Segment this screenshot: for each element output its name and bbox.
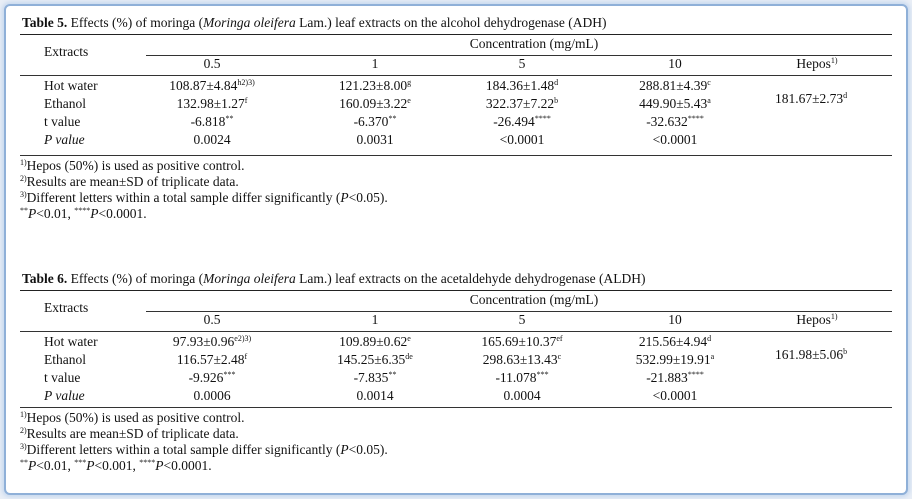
table-cell: <0.0001 <box>652 388 698 403</box>
concentration-header: Concentration (mg/mL) <box>469 292 599 307</box>
table-cell: 108.87±4.84h2)3) <box>169 78 255 93</box>
conc-header-2: 5 <box>518 312 526 327</box>
table-cell: 0.0004 <box>503 388 541 403</box>
table-caption: Table 6. Effects (%) of moringa (Moringa… <box>22 271 646 286</box>
table-cell: 145.25±6.35de <box>337 352 413 367</box>
table-row: t value -9.926*** -7.835** -11.078*** -21.88… <box>20 369 892 387</box>
note-1: 1)Hepos (50%) is used as positive contro… <box>20 410 245 425</box>
table-row: Ethanol 116.57±2.48f 145.25±6.35de 298.63±1… <box>20 351 892 369</box>
table-row: Hot water 97.93±0.96e2)3) 109.89±0.62e 165.… <box>20 333 892 351</box>
row-label: Hot water <box>44 334 98 349</box>
conc-header-0: 0.5 <box>203 312 221 327</box>
hepos-header: Hepos1) <box>796 312 838 327</box>
table-cell: 116.57±2.48f <box>176 352 248 367</box>
row-label: t value <box>44 114 81 129</box>
table-body: Hot water 97.93±0.96e2)3) 109.89±0.62e 165.… <box>20 332 892 407</box>
extracts-header: Extracts <box>44 300 89 315</box>
table-cell: 165.69±10.37ef <box>481 334 563 349</box>
hepos-value: 181.67±2.73d <box>775 91 848 106</box>
table-cell: 97.93±0.96e2)3) <box>172 334 252 349</box>
table-cell: -7.835** <box>353 370 397 385</box>
table-cell: 0.0006 <box>193 388 231 403</box>
table-cell: 322.37±7.22b <box>485 96 559 111</box>
extracts-header: Extracts <box>44 44 89 59</box>
conc-header-2: 5 <box>518 56 526 71</box>
row-label: Hot water <box>44 78 98 93</box>
table-cell: -21.883**** <box>646 370 704 385</box>
table-cell: -6.818** <box>190 114 234 129</box>
conc-header-1: 1 <box>371 56 379 71</box>
table-6: Table 6. Effects (%) of moringa (Moringa… <box>20 270 892 474</box>
row-label: P value <box>44 132 85 147</box>
conc-header-0: 0.5 <box>203 56 221 71</box>
table-cell: 184.36±1.48d <box>485 78 559 93</box>
concentration-header: Concentration (mg/mL) <box>469 36 599 51</box>
table-5: Table 5. Effects (%) of moringa (Moringa… <box>20 14 892 222</box>
table-cell: <0.0001 <box>499 132 545 147</box>
significance-note: **P<0.01, ***P<0.001, ****P<0.0001. <box>20 458 212 473</box>
table-notes: 1)Hepos (50%) is used as positive contro… <box>20 410 892 474</box>
table-header: Extracts Concentration (mg/mL) 0.5 1 5 1… <box>20 291 892 331</box>
table-cell: 0.0024 <box>193 132 231 147</box>
conc-header-1: 1 <box>371 312 379 327</box>
table-cell: -32.632**** <box>646 114 704 129</box>
table-cell: 298.63±13.43c <box>482 352 562 367</box>
table-header: Extracts Concentration (mg/mL) 0.5 1 5 1… <box>20 35 892 75</box>
hepos-header: Hepos1) <box>796 56 838 71</box>
conc-header-3: 10 <box>668 312 682 327</box>
table-cell: 215.56±4.94d <box>638 334 712 349</box>
table-row: P value 0.0006 0.0014 0.0004 <0.0001 <box>20 387 892 405</box>
note-2: 2)Results are mean±SD of triplicate data… <box>20 426 239 441</box>
note-3: 3)Different letters within a total sampl… <box>20 442 388 457</box>
row-label: Ethanol <box>44 352 86 367</box>
table-cell: 0.0031 <box>356 132 394 147</box>
row-label: t value <box>44 370 81 385</box>
significance-note: **P<0.01, ****P<0.0001. <box>20 206 147 221</box>
table-row: Hot water 108.87±4.84h2)3) 121.23±8.00g 184… <box>20 77 892 95</box>
table-cell: 160.09±3.22e <box>339 96 411 111</box>
table-row: Ethanol 132.98±1.27f 160.09±3.22e 322.37±7.… <box>20 95 892 113</box>
table-cell: 449.90±5.43a <box>639 96 711 111</box>
table-cell: 0.0014 <box>356 388 394 403</box>
table-cell: 109.89±0.62e <box>339 334 411 349</box>
table-cell: 532.99±19.91a <box>635 352 715 367</box>
conc-header-3: 10 <box>668 56 682 71</box>
table-row: t value -6.818** -6.370** -26.494**** -32.63… <box>20 113 892 131</box>
table-caption: Table 5. Effects (%) of moringa (Moringa… <box>22 15 607 30</box>
image-frame: Table 5. Effects (%) of moringa (Moringa… <box>4 4 908 495</box>
table-notes: 1)Hepos (50%) is used as positive contro… <box>20 158 892 222</box>
table-cell: -26.494**** <box>493 114 551 129</box>
row-label: P value <box>44 388 85 403</box>
note-1: 1)Hepos (50%) is used as positive contro… <box>20 158 245 173</box>
table-cell: 132.98±1.27f <box>176 96 248 111</box>
table-cell: -11.078*** <box>495 370 549 385</box>
table-cell: 288.81±4.39c <box>639 78 711 93</box>
note-2: 2)Results are mean±SD of triplicate data… <box>20 174 239 189</box>
hepos-value: 161.98±5.06b <box>775 347 848 362</box>
table-row: P value 0.0024 0.0031 <0.0001 <0.0001 <box>20 131 892 149</box>
table-cell: <0.0001 <box>652 132 698 147</box>
table-cell: 121.23±8.00g <box>338 78 412 93</box>
table-cell: -6.370** <box>353 114 397 129</box>
row-label: Ethanol <box>44 96 86 111</box>
note-3: 3)Different letters within a total sampl… <box>20 190 388 205</box>
table-body: Hot water 108.87±4.84h2)3) 121.23±8.00g 184… <box>20 76 892 155</box>
table-cell: -9.926*** <box>188 370 236 385</box>
